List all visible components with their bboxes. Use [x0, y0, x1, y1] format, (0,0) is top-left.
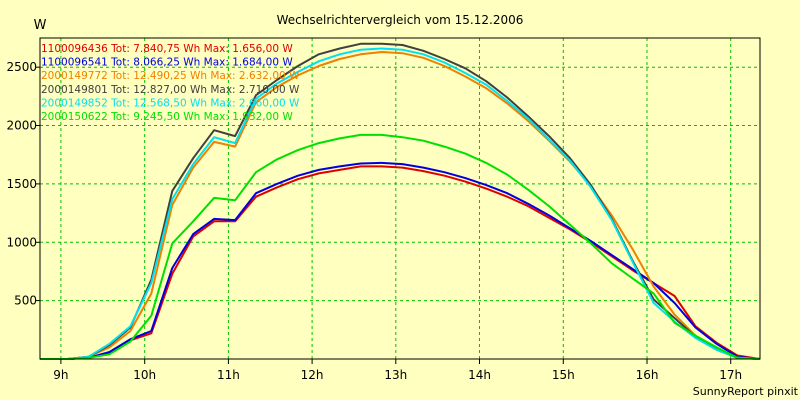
series-line-2 — [40, 161, 761, 360]
legend: 1100096436 Tot: 7.840,75 Wh Max: 1.656,0… — [41, 43, 300, 123]
series-line-1 — [40, 165, 761, 360]
series-line-5 — [40, 47, 761, 360]
legend-entry-6: 2000150622 Tot: 9.245,50 Wh Max: 1.932,0… — [41, 111, 293, 123]
plot-area-frame — [39, 37, 761, 360]
y-tick-label: 2000 — [6, 119, 37, 133]
x-tick-label: 12h — [301, 368, 324, 382]
legend-entry-5: 2000149852 Tot: 12.568,50 Wh Max: 2.660,… — [41, 97, 300, 109]
axis-ticks: 9h 10h 11h 12h 13h 14h 15h 16h 17h 500 1000 1500 200… — [6, 60, 742, 382]
x-tick-label: 11h — [217, 368, 240, 382]
footer-credit: SunnyReport pinxit — [693, 385, 799, 398]
legend-entry-3: 2000149772 Tot: 12.490,25 Wh Max: 2.632,… — [41, 70, 300, 82]
x-tick-label: 13h — [384, 368, 407, 382]
chart-title: Wechselrichtervergleich vom 15.12.2006 — [277, 13, 524, 27]
x-tick-label: 17h — [719, 368, 742, 382]
y-tick-label: 1000 — [6, 235, 37, 249]
x-tick-label: 14h — [468, 368, 491, 382]
y-tick-label: 1500 — [6, 177, 37, 191]
series-line-6 — [40, 133, 761, 360]
legend-entry-4: 2000149801 Tot: 12.827,00 Wh Max: 2.710,… — [41, 84, 300, 96]
legend-entry-1: 1100096436 Tot: 7.840,75 Wh Max: 1.656,0… — [41, 43, 293, 55]
series-lines — [40, 42, 761, 360]
x-tick-label: 16h — [636, 368, 659, 382]
y-tick-label: 2500 — [6, 60, 37, 74]
series-line-3 — [40, 51, 761, 360]
x-tick-label: 9h — [53, 368, 68, 382]
x-tick-label: 15h — [552, 368, 575, 382]
y-axis-label: W — [34, 18, 47, 33]
legend-entry-2: 1100096541 Tot: 8.066,25 Wh Max: 1.684,0… — [41, 57, 293, 69]
y-tick-label: 500 — [14, 294, 37, 308]
x-tick-label: 10h — [133, 368, 156, 382]
